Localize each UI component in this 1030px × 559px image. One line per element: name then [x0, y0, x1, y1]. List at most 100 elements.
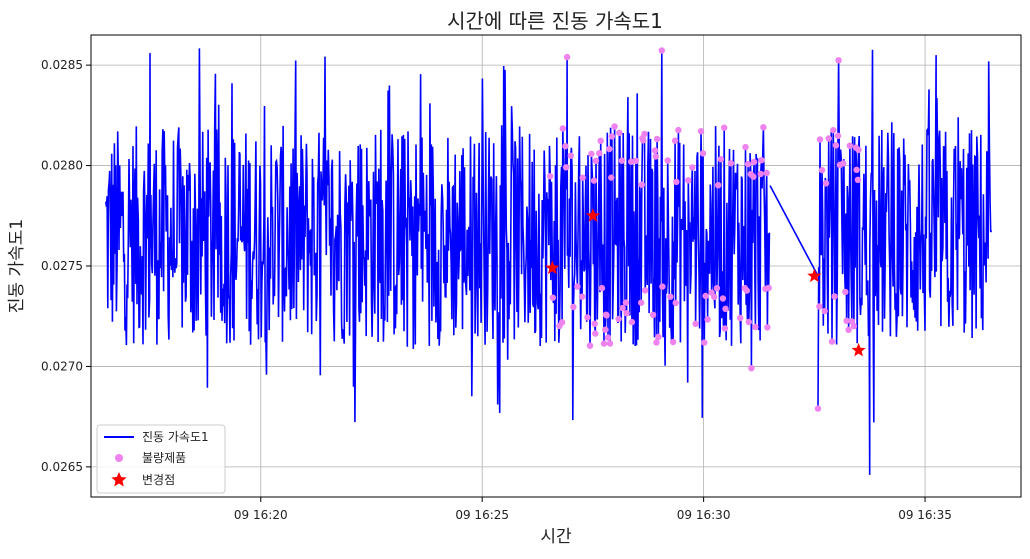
legend: 진동 가속도1 불량제품 변경점: [96, 424, 226, 494]
defect-point: [611, 123, 618, 130]
defect-points: [547, 47, 862, 412]
defect-point: [763, 169, 770, 177]
defect-point: [590, 177, 598, 184]
defect-point: [697, 128, 705, 135]
defect-point: [704, 316, 711, 323]
defect-point: [855, 146, 862, 154]
x-axis-ticks: 09 16:20 09 16:25 09 16:30 09 16:35: [234, 497, 952, 522]
defect-point: [567, 152, 574, 159]
legend-box: [96, 424, 226, 494]
defect-point: [689, 164, 696, 171]
defect-point: [653, 135, 661, 143]
defect-point: [592, 330, 599, 337]
defect-point: [622, 299, 630, 306]
defect-point: [742, 143, 749, 151]
defect-point: [702, 292, 709, 300]
defect-point: [603, 312, 610, 319]
defect-point: [608, 174, 615, 181]
defect-point: [604, 334, 612, 341]
defect-point: [721, 325, 729, 332]
defect-point: [814, 405, 822, 412]
defect-point: [846, 142, 854, 149]
y-tick-label: 0.0285: [41, 58, 83, 72]
defect-point: [651, 147, 659, 154]
x-axis-label: 시간: [540, 527, 572, 547]
defect-point: [764, 324, 771, 331]
defect-point: [831, 293, 838, 300]
defect-point: [592, 157, 600, 164]
x-tick-label: 09 16:30: [677, 508, 731, 522]
legend-label-defect: 불량제품: [142, 451, 186, 465]
defect-point: [600, 340, 608, 347]
x-tick-label: 09 16:35: [898, 508, 952, 522]
y-tick-label: 0.0265: [41, 460, 83, 474]
change-point-star: [807, 268, 822, 283]
defect-point: [854, 176, 862, 183]
defect-point: [745, 318, 752, 326]
defect-point: [588, 150, 595, 158]
defect-point: [672, 299, 679, 307]
defect-point: [750, 158, 758, 166]
change-point-star: [545, 260, 560, 275]
legend-label-line: 진동 가속도1: [142, 430, 209, 444]
defect-point: [664, 157, 671, 164]
y-tick-label: 0.0280: [41, 159, 83, 173]
defect-point: [850, 322, 858, 330]
defect-point: [748, 365, 755, 372]
defect-point: [692, 320, 699, 327]
defect-point: [578, 293, 586, 300]
defect-point: [570, 303, 577, 311]
defect-point: [640, 137, 647, 144]
defect-point: [765, 284, 772, 292]
x-tick-label: 09 16:25: [455, 508, 509, 522]
defect-point: [652, 153, 659, 160]
defect-point: [744, 160, 752, 168]
legend-defect-swatch: [115, 454, 123, 462]
y-axis-label: 진동 가속도1: [7, 219, 27, 313]
defect-point: [673, 178, 680, 186]
defect-point: [840, 160, 847, 167]
chart-title: 시간에 따른 진동 가속도1: [447, 9, 663, 33]
y-axis-ticks: 0.0265 0.0270 0.0275 0.0280 0.0285: [41, 58, 91, 474]
defect-point: [721, 124, 728, 131]
defect-point: [618, 157, 626, 164]
defect-point: [638, 299, 645, 306]
defect-point: [834, 132, 842, 139]
defect-point: [591, 320, 598, 327]
defect-point: [701, 339, 708, 346]
defect-point: [602, 326, 609, 333]
defect-point: [616, 129, 623, 136]
defect-point: [562, 164, 570, 171]
defect-point: [760, 124, 767, 131]
legend-change-swatch: [111, 472, 127, 487]
defect-point: [632, 157, 640, 164]
defect-point: [653, 339, 660, 346]
defect-point: [628, 318, 636, 326]
defect-point: [606, 340, 614, 347]
defect-point: [750, 173, 757, 180]
defect-point: [737, 314, 744, 322]
defect-point: [715, 182, 722, 189]
defect-point: [842, 288, 849, 296]
change-points: [545, 208, 866, 357]
defect-point: [717, 156, 725, 163]
defect-point: [596, 150, 603, 157]
defect-point: [845, 326, 852, 333]
defect-point: [743, 287, 750, 294]
defect-point: [757, 170, 764, 178]
legend-label-change: 변경점: [142, 473, 175, 487]
defect-point: [671, 137, 679, 144]
plot-lines: [105, 48, 993, 475]
defect-point: [669, 338, 677, 346]
defect-point: [818, 166, 826, 174]
defect-point: [579, 174, 586, 181]
defect-point: [623, 310, 630, 317]
defect-point: [574, 283, 581, 290]
defect-point: [719, 295, 727, 302]
defect-point: [727, 160, 735, 167]
defect-point: [608, 133, 616, 140]
defect-point: [649, 311, 657, 318]
defect-point: [699, 150, 707, 157]
defect-point: [642, 287, 649, 294]
